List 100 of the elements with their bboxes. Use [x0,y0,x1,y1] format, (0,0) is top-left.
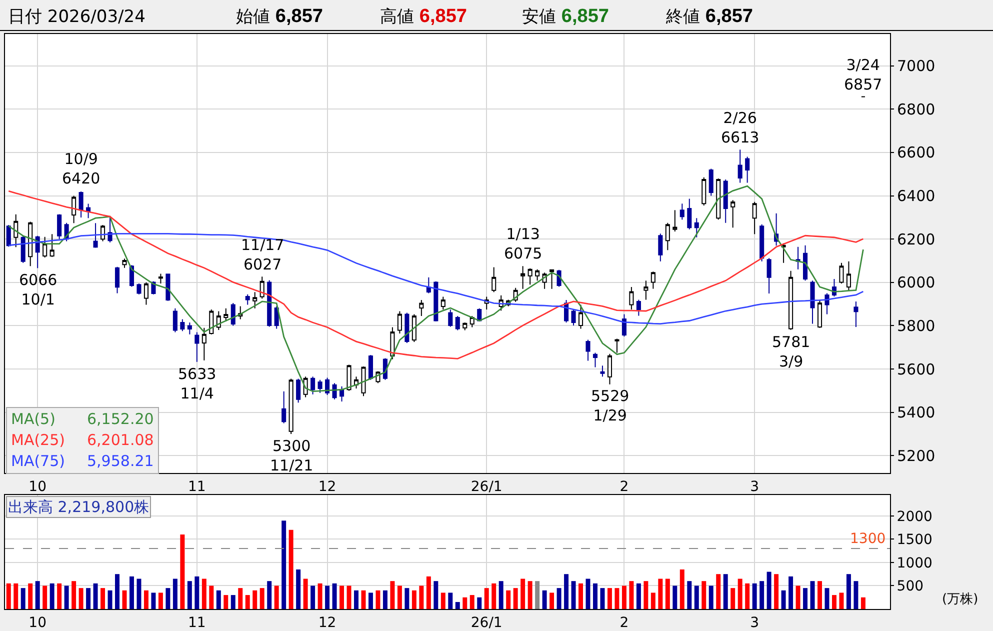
y-tick-label: 7000 [897,57,936,76]
bar [93,583,98,609]
bar [42,586,48,609]
bar [136,578,142,609]
bar [202,578,206,609]
bar [766,572,772,609]
candlestick [708,168,714,196]
candlestick [492,266,496,293]
bar [629,581,634,609]
bar [368,592,373,609]
bar [680,569,684,609]
candlestick [766,258,772,294]
x-tick-label: 10 [28,478,47,495]
candlestick [260,276,264,300]
candlestick [194,332,200,362]
annotation: 3/24 6857 [844,56,882,94]
candlestick [6,224,11,248]
candlestick [636,299,641,316]
bar [600,588,605,609]
candlestick [28,221,33,267]
annotation: 5300 11/21 [270,437,314,474]
bar [513,588,518,609]
candlestick [687,198,692,230]
candlestick [339,386,344,402]
candlestick [172,308,178,333]
candlestick [14,214,18,248]
bar [448,592,453,609]
bar [455,602,460,609]
bar [108,590,112,609]
bar [216,590,221,609]
candlestick [72,195,76,224]
bar [550,592,554,609]
candlestick [462,322,468,331]
candlestick [781,242,786,264]
bar [318,583,322,609]
bar [614,588,620,609]
text: MA(5) 6,152.20 [11,410,154,428]
bar [708,586,714,609]
candlestick [318,379,322,394]
bar [723,574,728,609]
candlestick [86,203,91,219]
annotation: 1/13 6075 [504,225,542,262]
bar [607,588,612,609]
bar [209,586,214,609]
candlestick [180,318,185,332]
bar [274,586,279,609]
bar [650,592,656,609]
bar [644,581,648,609]
candlestick [716,178,721,220]
bar [238,588,243,609]
bar [665,578,670,609]
x-tick-label: 10 [28,614,47,631]
bar [571,581,576,609]
bar [556,588,562,609]
bar [810,581,815,609]
bar [50,583,54,609]
candlestick [325,377,330,396]
candlestick [50,234,54,258]
bar [28,583,33,609]
bar [187,581,192,609]
bar [390,581,395,609]
bar [738,578,742,609]
candlestick [202,327,206,361]
x-tick-label: 11 [188,614,206,631]
bar [658,578,663,609]
bar [622,586,626,609]
bar [636,583,641,609]
bar [288,530,294,609]
candlestick [166,273,170,302]
bar [716,574,721,609]
annotation: 2/26 6613 [721,109,760,146]
bar [419,586,424,609]
candlestick [614,338,620,354]
bar [412,590,416,609]
candlestick [723,179,728,224]
annotation: 10/9 6420 [62,150,100,188]
bar [535,581,540,609]
bar [818,581,822,609]
bar [397,586,402,609]
bar [687,581,692,609]
candlestick [846,260,851,291]
candlestick [622,314,626,338]
candlestick [57,214,62,240]
bar [230,595,236,609]
candlestick [144,282,148,306]
bar [520,578,526,609]
y-tick-label: 6200 [897,230,936,248]
bar [434,581,438,609]
x-tick-label: 3 [750,478,760,495]
candlestick [419,299,424,316]
bar [440,592,446,609]
y-tick-label: 6600 [897,144,936,162]
bar [332,583,337,609]
candlestick [629,286,634,310]
bar [470,595,474,609]
annotation: 6066 10/1 [19,271,58,308]
bar [166,588,170,609]
bar [752,583,757,609]
bar [477,597,482,609]
bar [832,595,836,609]
